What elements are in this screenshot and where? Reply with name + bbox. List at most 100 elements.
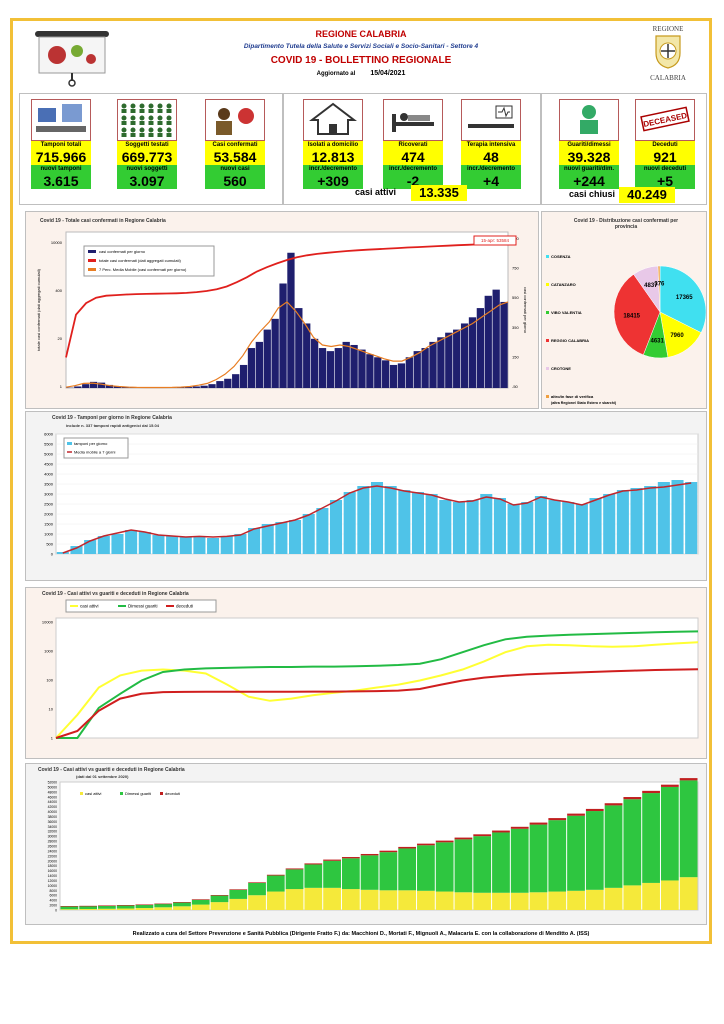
update-line: Aggiornato al 15/04/2021: [13, 70, 709, 77]
y-tick-label: 32000: [48, 830, 58, 834]
stacked-bar-segment: [266, 891, 285, 910]
daily-case-bar: [295, 308, 303, 388]
pie-slice: [657, 265, 661, 313]
daily-case-bar: [484, 295, 492, 388]
y-tick-label: 0: [51, 552, 54, 557]
tests-bar: [671, 480, 684, 554]
tests-bar: [125, 530, 138, 554]
annotation-text: 15-apr: 53584: [481, 238, 510, 243]
daily-case-bar: [113, 386, 121, 388]
daily-case-bar: [382, 360, 390, 388]
tests-bar: [152, 535, 165, 554]
y2-tick-label: 550: [512, 295, 519, 300]
stacked-bar-segment: [642, 882, 660, 910]
stacked-bar-segment: [60, 906, 79, 907]
daily-case-bar: [263, 329, 271, 388]
tests-bar: [616, 490, 629, 554]
y-tick-label: 44000: [48, 800, 58, 804]
legend-swatch: [546, 283, 549, 286]
daily-case-bar: [192, 386, 200, 388]
pie-value-label: 18415: [623, 313, 640, 319]
tests-bar: [534, 496, 547, 554]
legend-label: Media mobile a 7 giorni: [74, 450, 115, 455]
daily-case-bar: [334, 348, 342, 388]
stacked-bar-segment: [341, 889, 360, 910]
daily-case-bar: [232, 374, 240, 388]
daily-case-bar: [105, 384, 114, 388]
y2-tick-label: 350: [512, 325, 519, 330]
stat-value-new: 3.615: [31, 173, 91, 189]
y-tick-label: 400: [55, 288, 62, 293]
stacked-bar-segment: [266, 874, 285, 876]
stat-value: 669.773: [117, 149, 177, 165]
daily-case-bar: [405, 357, 413, 388]
chart-title: Covid 19 - Distribuzione casi confermati…: [573, 218, 679, 230]
hospital-bed-icon: [383, 99, 443, 141]
moving-average-line: [62, 482, 692, 554]
person-icon: [130, 115, 136, 121]
stacked-bar-segment: [510, 828, 529, 893]
active-recovered-log-chart: 10000 1000 100 10 1 casi attivi Dimessi guarit…: [42, 599, 699, 741]
stat-value: 12.813: [303, 149, 363, 165]
person-icon: [121, 121, 127, 125]
stat-label: Guariti/dimessi: [559, 141, 619, 149]
tests-bar: [343, 492, 356, 554]
y-tick-label: 1: [51, 736, 54, 741]
footer-credits: Realizzato a cura del Settore Prevenzion…: [132, 931, 590, 937]
y-tick-label: 100: [46, 678, 53, 683]
stacked-bar-segment: [604, 887, 623, 910]
stat-label-new: incr./decremento: [303, 165, 363, 173]
stat-label-new: incr./decremento: [383, 165, 443, 173]
pie-value-label: 4837: [644, 283, 658, 289]
daily-case-bar: [389, 364, 398, 388]
legend-swatch: [67, 442, 72, 445]
person-icon: [148, 115, 154, 121]
daily-case-bar: [326, 351, 335, 388]
y-tick-label: 40000: [48, 810, 58, 814]
stat-label: Ricoverati: [383, 141, 443, 149]
stacked-bar-segment: [604, 803, 623, 806]
daily-case-bar: [500, 301, 508, 388]
tests-bar: [316, 508, 329, 554]
stacked-bar-segment: [229, 898, 248, 910]
stacked-bar-segment: [585, 808, 604, 812]
stacked-bar-segment: [229, 889, 248, 899]
y-tick-label: 10: [49, 707, 54, 712]
daily-case-bar: [492, 289, 500, 388]
person-icon: [139, 121, 145, 125]
pie-slice: [613, 273, 661, 356]
y-tick-label: 34000: [48, 825, 58, 829]
stacked-bar-segment: [135, 904, 154, 906]
stacked-bar-segment: [492, 832, 510, 893]
stacked-bar-segment: [285, 869, 304, 890]
tests-bar: [657, 482, 670, 554]
virus-illustration: [33, 29, 111, 87]
stat-casi: Casi confermati 53.584 nuovi casi 560: [205, 99, 265, 189]
region-logo: REGIONE CALABRIA: [641, 25, 695, 87]
person-icon: [148, 103, 154, 109]
bulletin-title: COVID 19 - BOLLETTINO REGIONALE: [270, 55, 452, 66]
stat-value: 715.966: [31, 149, 91, 165]
legend-label: VIBO VALENTIA: [551, 310, 582, 315]
tests-bar: [70, 546, 83, 554]
daily-case-bar: [397, 363, 406, 388]
stacked-bar-segment: [98, 905, 116, 909]
y-tick-label: 50000: [48, 785, 58, 789]
y-tick-label: 24000: [48, 849, 58, 853]
stacked-bar-segment: [660, 786, 679, 881]
person-icon: [148, 133, 154, 137]
person-icon: [130, 133, 136, 137]
person-icon: [148, 109, 154, 113]
tests-bar: [452, 502, 465, 554]
person-icon: [139, 133, 145, 137]
stacked-bar-segment: [623, 885, 642, 910]
stacked-bar-segment: [135, 908, 154, 910]
daily-case-bar: [89, 381, 98, 388]
y-axis-label: totale casi confermati (dati aggregati c…: [36, 268, 41, 350]
y-tick-label: 8000: [49, 889, 57, 893]
stacked-bar-segment: [623, 799, 642, 886]
daily-case-bar: [366, 354, 374, 388]
series-line: [55, 641, 699, 739]
person-icon: [166, 121, 172, 125]
tests-bar: [329, 500, 343, 554]
